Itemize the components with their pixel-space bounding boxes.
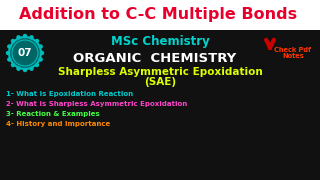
- Circle shape: [38, 44, 43, 49]
- Circle shape: [16, 35, 21, 39]
- Text: 1- What is Epoxidation Reaction: 1- What is Epoxidation Reaction: [6, 91, 133, 97]
- Circle shape: [9, 37, 41, 69]
- Circle shape: [23, 34, 27, 38]
- Text: Check Pdf
Notes: Check Pdf Notes: [275, 46, 311, 60]
- Circle shape: [29, 35, 34, 39]
- Text: ORGANIC  CHEMISTRY: ORGANIC CHEMISTRY: [73, 51, 236, 64]
- Circle shape: [35, 39, 39, 43]
- Circle shape: [7, 44, 12, 49]
- Bar: [0, 0, 320, 30]
- Text: 4- History and Importance: 4- History and Importance: [6, 121, 110, 127]
- Circle shape: [11, 63, 15, 67]
- Text: MSc Chemistry: MSc Chemistry: [111, 35, 209, 48]
- Circle shape: [38, 57, 43, 62]
- Circle shape: [23, 68, 27, 72]
- Circle shape: [11, 39, 15, 43]
- Text: 07: 07: [18, 48, 32, 58]
- Text: 2- What is Sharpless Asymmetric Epoxidation: 2- What is Sharpless Asymmetric Epoxidat…: [6, 101, 187, 107]
- Text: (SAE): (SAE): [144, 77, 176, 87]
- Circle shape: [40, 51, 44, 55]
- Circle shape: [7, 57, 12, 62]
- Circle shape: [29, 66, 34, 71]
- Text: 3- Reaction & Examples: 3- Reaction & Examples: [6, 111, 100, 117]
- Circle shape: [16, 66, 21, 71]
- Text: Addition to C-C Multiple Bonds: Addition to C-C Multiple Bonds: [19, 8, 297, 22]
- Circle shape: [6, 51, 10, 55]
- Circle shape: [35, 63, 39, 67]
- Text: Sharpless Asymmetric Epoxidation: Sharpless Asymmetric Epoxidation: [58, 67, 262, 77]
